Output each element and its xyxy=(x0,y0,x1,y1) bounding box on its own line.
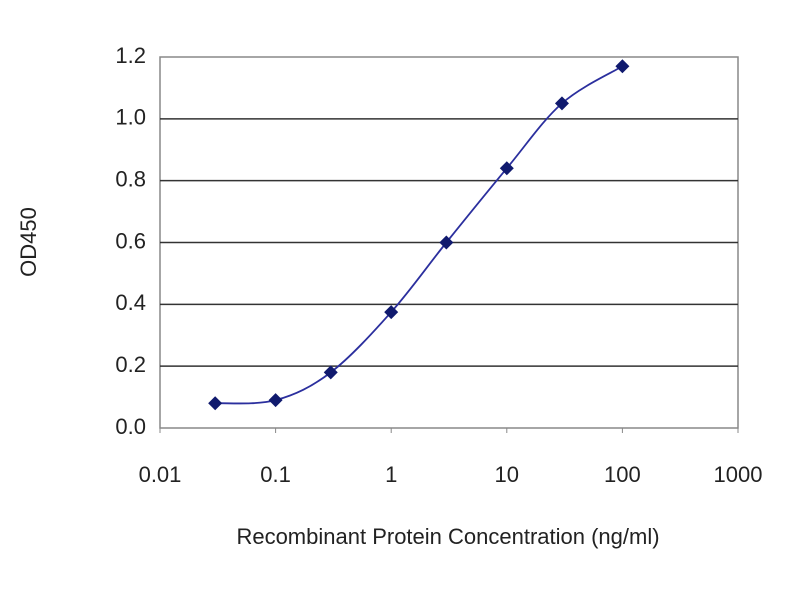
marker xyxy=(323,365,338,380)
marker xyxy=(615,59,630,74)
x-tick-label: 0.1 xyxy=(260,462,291,487)
x-tick-label: 1000 xyxy=(714,462,763,487)
line xyxy=(215,65,623,405)
y-tick-label: 0.8 xyxy=(115,166,146,191)
marker xyxy=(268,393,283,408)
x-tick-label: 0.01 xyxy=(139,462,182,487)
y-tick-label: 0.0 xyxy=(115,414,146,439)
x-tick-label: 10 xyxy=(495,462,519,487)
marker xyxy=(208,396,223,411)
marker xyxy=(499,161,514,176)
marker xyxy=(384,305,399,320)
y-tick-label: 0.6 xyxy=(115,228,146,253)
x-tick-label: 1 xyxy=(385,462,397,487)
y-tick-label: 0.2 xyxy=(115,352,146,377)
marker xyxy=(439,235,454,250)
marker xyxy=(554,96,569,111)
y-tick-label: 0.4 xyxy=(115,290,146,315)
y-tick-label: 1.2 xyxy=(115,43,146,68)
x-tick-label: 100 xyxy=(604,462,641,487)
y-tick-label: 1.0 xyxy=(115,105,146,130)
y-axis-label: OD450 xyxy=(16,207,41,277)
x-axis-label: Recombinant Protein Concentration (ng/ml… xyxy=(236,524,659,549)
